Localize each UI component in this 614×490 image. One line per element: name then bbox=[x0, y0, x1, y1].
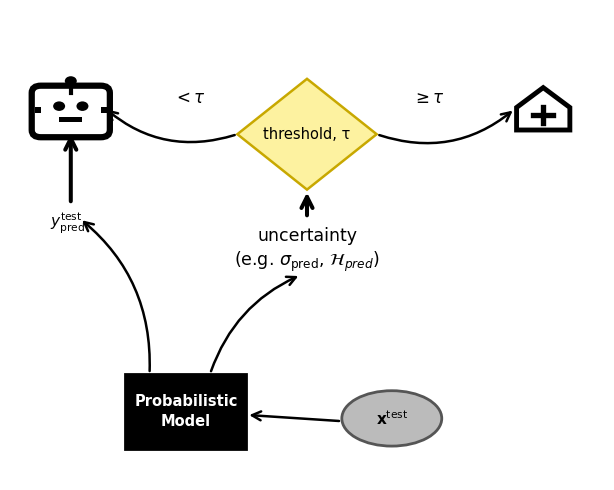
Circle shape bbox=[65, 76, 77, 86]
Polygon shape bbox=[238, 79, 376, 190]
Text: $< \tau$: $< \tau$ bbox=[173, 89, 205, 107]
Bar bbox=[101, 107, 107, 113]
FancyBboxPatch shape bbox=[32, 86, 110, 137]
Circle shape bbox=[53, 101, 65, 111]
Text: uncertainty: uncertainty bbox=[257, 227, 357, 245]
Text: $\mathbf{x}^{\mathrm{test}}$: $\mathbf{x}^{\mathrm{test}}$ bbox=[376, 409, 408, 428]
Polygon shape bbox=[516, 88, 570, 130]
Bar bbox=[35, 107, 41, 113]
Text: $\geq \tau$: $\geq \tau$ bbox=[412, 89, 445, 107]
Ellipse shape bbox=[342, 391, 441, 446]
Text: (e.g. $\sigma_{\mathrm{pred}}$, $\mathcal{H}_{pred}$): (e.g. $\sigma_{\mathrm{pred}}$, $\mathca… bbox=[234, 250, 380, 274]
Circle shape bbox=[77, 101, 88, 111]
Bar bbox=[59, 117, 82, 122]
Text: Probabilistic
Model: Probabilistic Model bbox=[134, 394, 238, 429]
Text: $y^{\mathrm{test}}_{\mathrm{pred}}$: $y^{\mathrm{test}}_{\mathrm{pred}}$ bbox=[50, 211, 85, 236]
Bar bbox=[125, 374, 246, 448]
Text: threshold, τ: threshold, τ bbox=[263, 127, 351, 142]
